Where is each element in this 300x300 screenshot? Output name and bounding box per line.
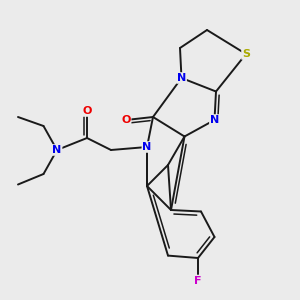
Text: N: N [177, 73, 186, 83]
Text: F: F [194, 275, 202, 286]
Text: O: O [82, 106, 92, 116]
Text: N: N [142, 142, 152, 152]
Text: N: N [210, 115, 219, 125]
Text: O: O [121, 115, 131, 125]
Text: S: S [242, 49, 250, 59]
Text: N: N [52, 145, 62, 155]
